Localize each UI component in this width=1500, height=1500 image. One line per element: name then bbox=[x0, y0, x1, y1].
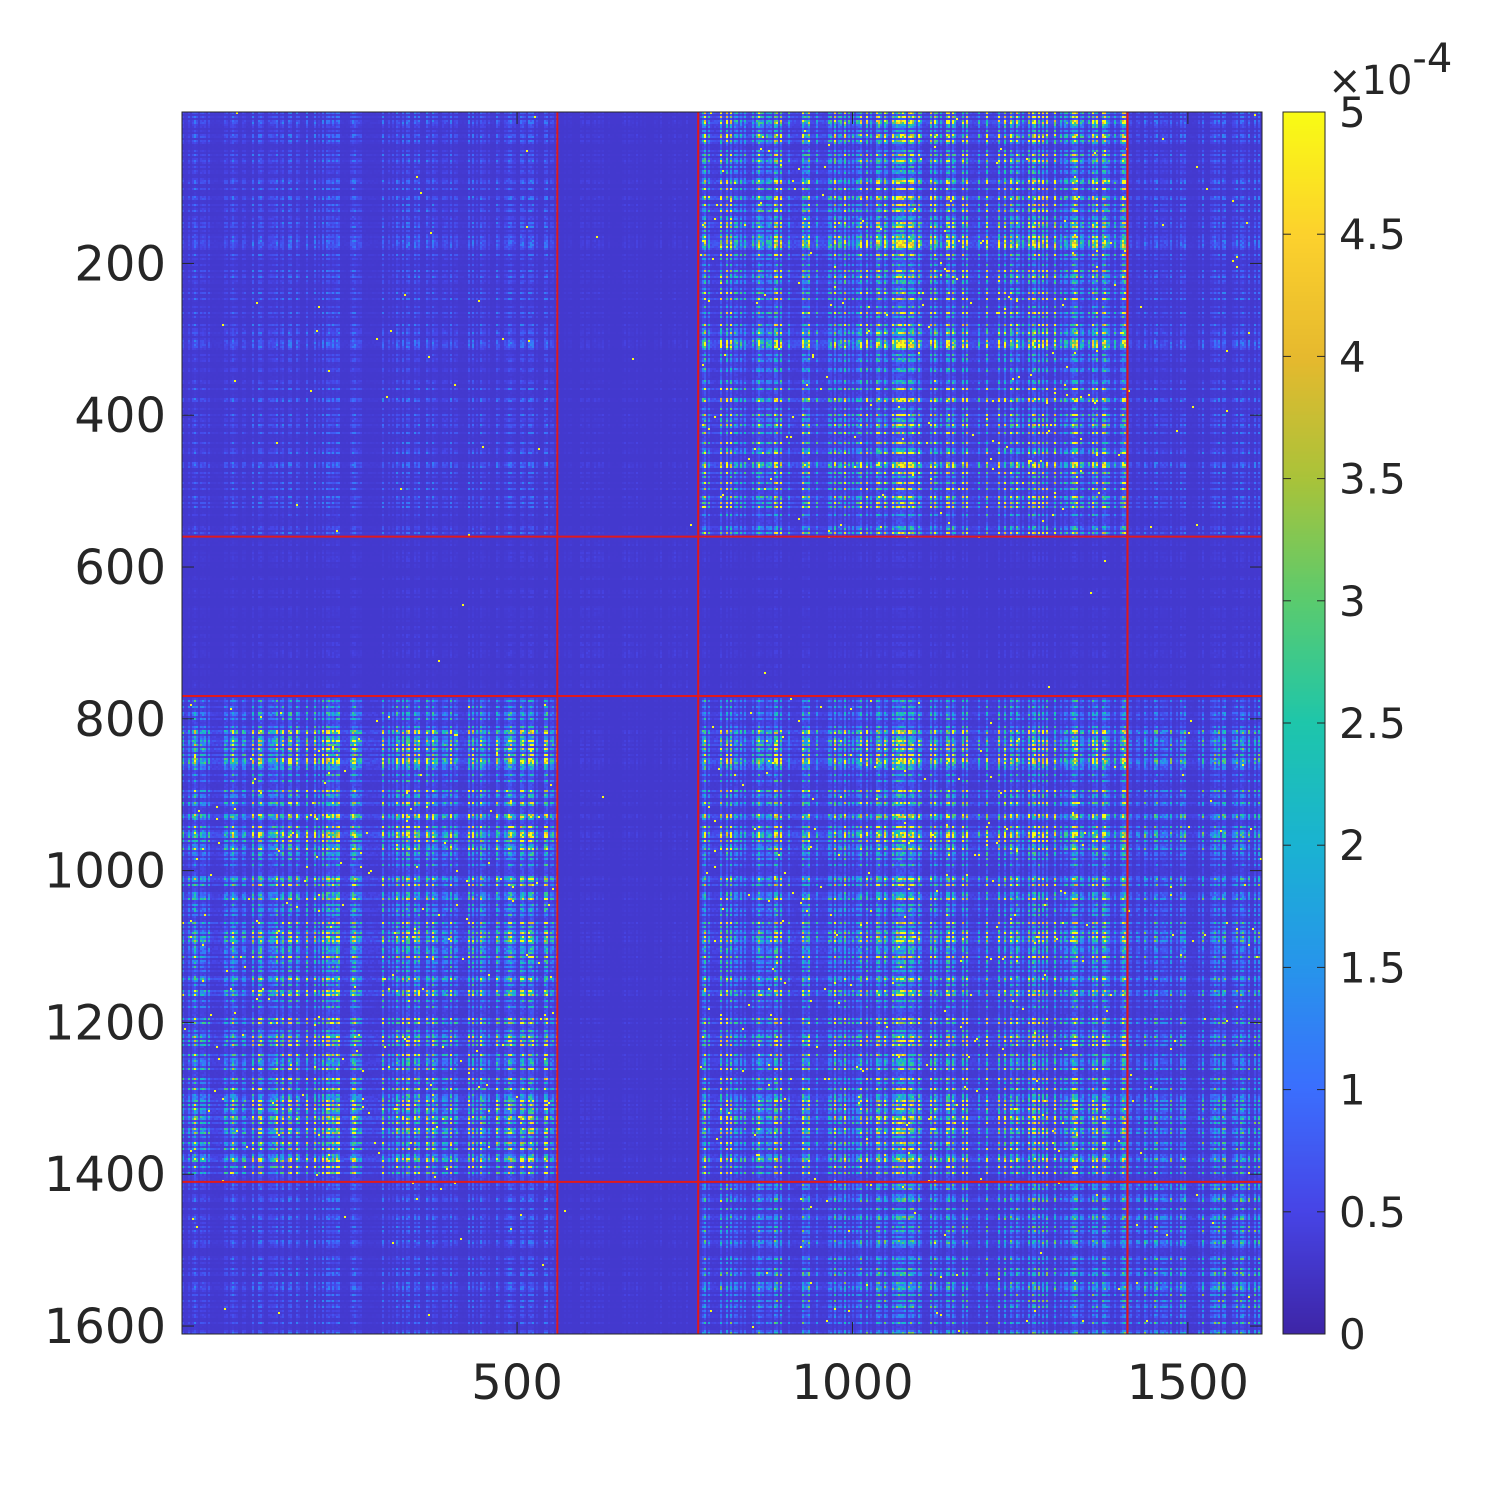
colorbar-tick-label: 2.5 bbox=[1339, 699, 1406, 748]
x-tick-label: 1500 bbox=[1127, 1355, 1249, 1411]
y-tick-label: 1000 bbox=[44, 844, 166, 900]
colorbar-exponent-power: -4 bbox=[1412, 36, 1452, 82]
colorbar-tick-label: 5 bbox=[1339, 88, 1366, 137]
colorbar-tick-label: 1 bbox=[1339, 1066, 1366, 1115]
y-tick-label: 800 bbox=[74, 692, 166, 748]
heatmap-axes-box bbox=[181, 111, 1263, 1335]
y-tick-label: 400 bbox=[74, 388, 166, 444]
colorbar-tick-label: 0 bbox=[1339, 1310, 1366, 1359]
colorbar-exponent-base: ×10 bbox=[1328, 58, 1412, 104]
colorbar-tick-label: 3.5 bbox=[1339, 455, 1406, 504]
colorbar-tick-label: 1.5 bbox=[1339, 943, 1406, 992]
y-tick-label: 1200 bbox=[44, 995, 166, 1051]
y-tick-label: 200 bbox=[74, 236, 166, 292]
colorbar-exponent-label: ×10-4 bbox=[1328, 36, 1452, 104]
colorbar-axis: 0 0.5 1 1.5 2 2.5 3 3.5 4 4.5 5 bbox=[1283, 88, 1406, 1359]
y-tick-label: 1400 bbox=[44, 1147, 166, 1203]
colorbar-tick-label: 4.5 bbox=[1339, 210, 1406, 259]
heatmap-image bbox=[182, 112, 1262, 1334]
x-tick-label: 1000 bbox=[791, 1355, 913, 1411]
colorbar-tick-label: 3 bbox=[1339, 577, 1366, 626]
x-axis: 500 1000 1500 bbox=[471, 112, 1249, 1411]
y-tick-label: 1600 bbox=[44, 1299, 166, 1355]
y-axis: 200 400 600 800 1000 1200 1400 1600 bbox=[44, 236, 1262, 1355]
x-tick-label: 500 bbox=[471, 1355, 563, 1411]
colorbar-tick-label: 0.5 bbox=[1339, 1188, 1406, 1237]
colorbar-tick-label: 2 bbox=[1339, 821, 1366, 870]
block-boundaries bbox=[182, 112, 1262, 1334]
y-tick-label: 600 bbox=[74, 540, 166, 596]
colorbar-tick-label: 4 bbox=[1339, 332, 1366, 381]
